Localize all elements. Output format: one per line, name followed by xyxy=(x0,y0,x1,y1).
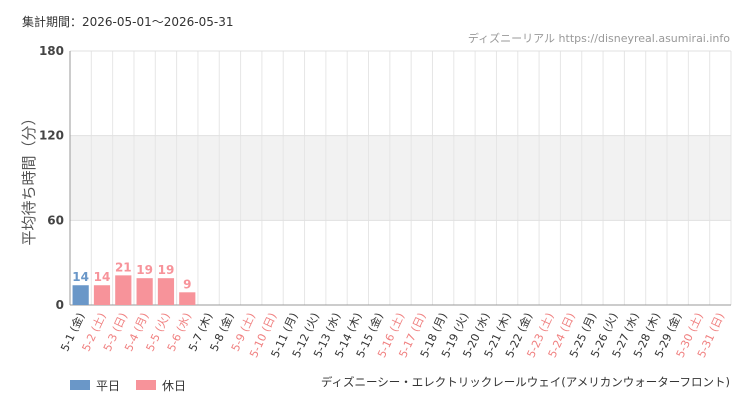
bar xyxy=(93,285,111,305)
value-label: 9 xyxy=(183,277,191,291)
value-label: 19 xyxy=(158,263,175,277)
legend-label: 平日 xyxy=(96,379,120,393)
grid-band xyxy=(70,135,731,221)
bar xyxy=(115,275,132,305)
legend-swatch xyxy=(136,380,156,390)
legend-label: 休日 xyxy=(162,379,186,393)
legend-swatch xyxy=(70,380,90,390)
y-tick-label: 0 xyxy=(56,298,64,312)
source: ディズニーリアル https://disneyreal.asumirai.inf… xyxy=(468,31,730,45)
attraction-name: ディズニーシー・エレクトリックレールウェイ(アメリカンウォーターフロント) xyxy=(321,375,730,389)
bar xyxy=(157,278,175,305)
y-axis-title: 平均待ち時間（分） xyxy=(20,110,38,245)
period: 集計期間：2026-05-01〜2026-05-31 xyxy=(22,14,233,29)
value-label: 19 xyxy=(136,263,153,277)
bar xyxy=(72,285,89,305)
y-tick-label: 180 xyxy=(39,44,64,58)
value-label: 14 xyxy=(72,270,89,284)
y-tick-label: 120 xyxy=(39,129,64,143)
bar xyxy=(136,278,153,305)
y-tick-label: 60 xyxy=(47,213,64,227)
value-label: 21 xyxy=(115,260,132,274)
bar xyxy=(179,292,196,305)
value-label: 14 xyxy=(94,270,111,284)
